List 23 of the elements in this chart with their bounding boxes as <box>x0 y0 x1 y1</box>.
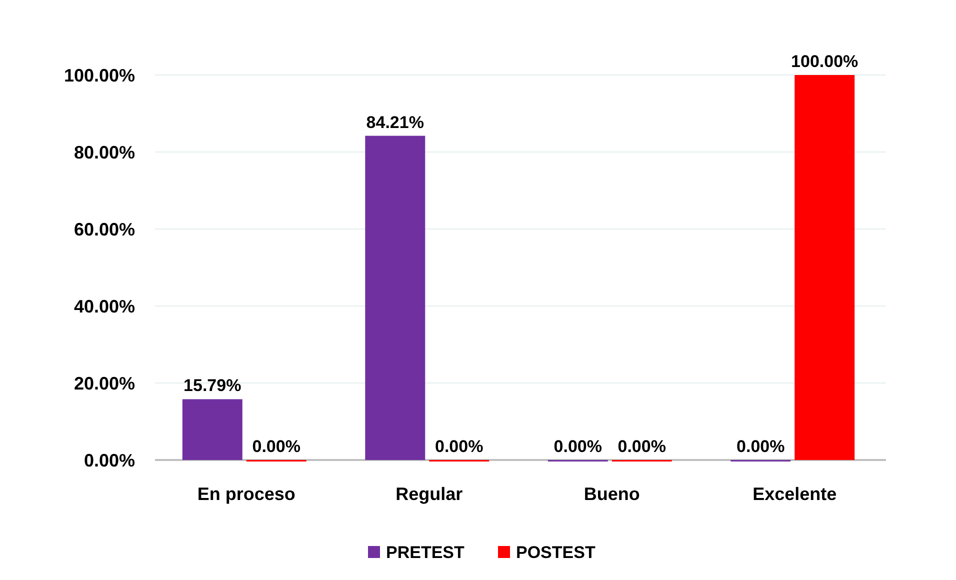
y-tick-label: 60.00% <box>74 219 135 240</box>
data-label: 0.00% <box>736 437 785 456</box>
y-tick-label: 20.00% <box>74 373 135 394</box>
x-tick-label: Regular <box>396 484 463 504</box>
bar <box>794 75 855 460</box>
y-tick-label: 80.00% <box>74 142 135 162</box>
x-tick-label: Bueno <box>584 484 640 504</box>
y-tick-label: 100.00% <box>64 65 135 86</box>
y-tick-label: 40.00% <box>74 296 135 316</box>
legend-label: PRETEST <box>386 542 466 562</box>
bar <box>182 399 242 460</box>
data-label: 100.00% <box>791 52 858 71</box>
x-tick-label: En proceso <box>197 484 296 504</box>
y-tick-label: 0.00% <box>84 450 135 470</box>
x-tick-label: Excelente <box>752 484 837 504</box>
data-label: 0.00% <box>252 437 300 456</box>
data-label: 0.00% <box>435 437 484 456</box>
data-label: 15.79% <box>184 376 242 396</box>
legend-label: POSTEST <box>516 542 596 562</box>
bar <box>365 136 426 460</box>
data-label: 0.00% <box>554 437 602 456</box>
data-label: 84.21% <box>366 112 424 132</box>
data-label: 0.00% <box>618 437 666 456</box>
